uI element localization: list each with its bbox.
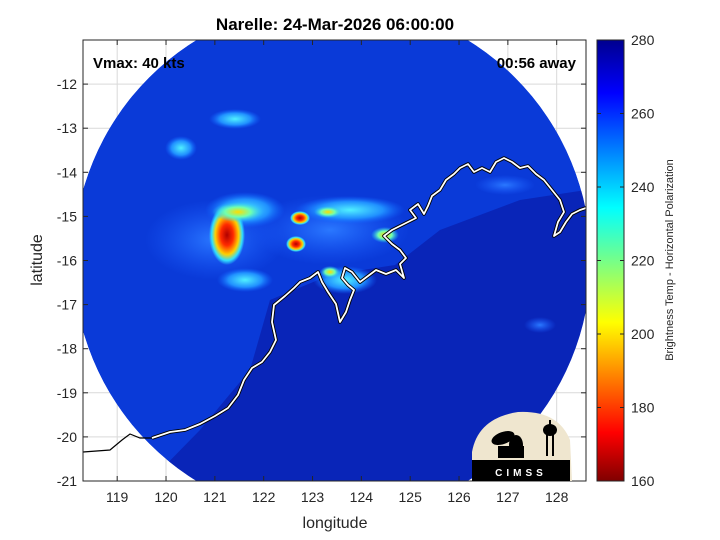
- land-region: [150, 190, 586, 481]
- colorbar-ramp: [596, 39, 625, 482]
- y-tick-label: -19: [57, 385, 77, 401]
- y-tick-label: -17: [57, 297, 77, 313]
- x-tick-label: 127: [496, 489, 520, 505]
- cell-east: [314, 206, 342, 218]
- y-axis: -12 -13 -14 -15 -16 -17 -18 -19 -20 -21: [57, 76, 586, 489]
- outer-band-2: [295, 196, 405, 224]
- x-tick-label: 122: [252, 489, 276, 505]
- colorbar-tick-label: 180: [631, 400, 655, 416]
- y-tick-label: -16: [57, 253, 77, 269]
- cimss-logo: CIMSS: [472, 411, 572, 481]
- coastline-inside-swath-white: [151, 157, 586, 439]
- x-tick-label: 128: [545, 489, 569, 505]
- colorbar-tick-label: 160: [631, 473, 655, 489]
- convection-north: [209, 109, 261, 129]
- y-tick-label: -12: [57, 76, 77, 92]
- colorbar-tick-label: 240: [631, 179, 655, 195]
- x-axis-label: longitude: [303, 515, 368, 532]
- band-north-west: [212, 202, 264, 222]
- cell-south: [320, 266, 340, 278]
- vmax-annotation: Vmax: 40 kts: [93, 55, 185, 72]
- outer-band-4: [217, 268, 273, 292]
- convection-northwest: [165, 136, 197, 160]
- logo-banner: [472, 460, 570, 481]
- cell-southeast: [524, 317, 556, 333]
- colorbar-ticks: 160 180 200 220 240 260 280: [597, 32, 655, 489]
- satellite-dish-icon: [491, 431, 524, 458]
- swath-layer: [83, 40, 586, 481]
- y-tick-label: -18: [57, 341, 77, 357]
- y-tick-label: -21: [57, 473, 77, 489]
- x-axis: 119 120 121 122 123 124 125 126 127 128: [106, 40, 569, 505]
- y-tick-label: -14: [57, 164, 77, 180]
- y-tick-label: -13: [57, 120, 77, 136]
- y-axis-label: latitude: [29, 234, 46, 286]
- colorbar-label: Brightness Temp - Horizontal Polarizatio…: [664, 159, 676, 361]
- x-tick-label: 120: [154, 489, 178, 505]
- cell-central-2: [290, 211, 310, 225]
- colorbar-tick-label: 220: [631, 253, 655, 269]
- coastline: [83, 156, 586, 453]
- x-tick-label: 125: [399, 489, 423, 505]
- water-tower-icon: [543, 420, 557, 456]
- x-tick-label: 123: [301, 489, 325, 505]
- x-tick-label: 119: [106, 489, 129, 505]
- y-tick-label: -15: [57, 208, 77, 224]
- logo-text: CIMSS: [495, 468, 547, 479]
- cell-east-3: [475, 175, 535, 195]
- y-tick-label: -20: [57, 429, 77, 445]
- chart-title: Narelle: 24-Mar-2026 06:00:00: [216, 15, 454, 34]
- colorbar: 160 180 200 220 240 260 280 Brightness Temp - …: [596, 32, 676, 489]
- colorbar-tick-label: 200: [631, 326, 655, 342]
- colorbar-tick-label: 280: [631, 32, 655, 48]
- time-away-annotation: 00:56 away: [497, 55, 577, 72]
- x-tick-label: 126: [447, 489, 471, 505]
- x-tick-label: 121: [203, 489, 227, 505]
- colorbar-tick-label: 260: [631, 106, 655, 122]
- x-tick-label: 124: [350, 489, 374, 505]
- cell-central: [286, 236, 306, 252]
